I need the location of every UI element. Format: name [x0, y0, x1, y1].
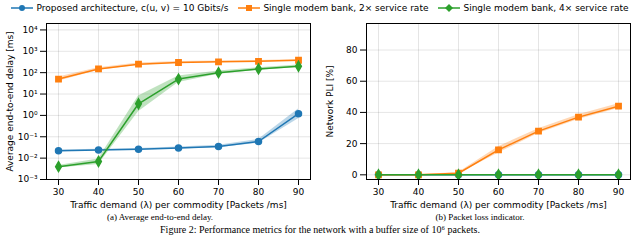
- svg-text:90: 90: [613, 187, 625, 197]
- svg-text:10¹: 10¹: [22, 89, 37, 99]
- svg-text:10³: 10³: [22, 46, 37, 56]
- svg-text:80: 80: [253, 187, 265, 197]
- svg-text:60: 60: [346, 76, 358, 86]
- svg-text:10⁰: 10⁰: [22, 110, 37, 120]
- svg-text:60: 60: [493, 187, 505, 197]
- svg-text:40: 40: [346, 107, 358, 117]
- svg-text:10⁻³: 10⁻³: [18, 174, 38, 184]
- svg-text:80: 80: [346, 45, 358, 55]
- html-text:(b) Packet loss indicator.: (b) Packet loss indicator.: [435, 212, 525, 222]
- svg-text:50: 50: [453, 187, 465, 197]
- html-text:Single modem bank, 2× service: Single modem bank, 2× service rate: [263, 2, 429, 13]
- svg-text:50: 50: [133, 187, 145, 197]
- html-text:Single modem bank, 4× service: Single modem bank, 4× service rate: [463, 2, 629, 13]
- svg-text:Average end-to-end delay [ms]: Average end-to-end delay [ms]: [5, 31, 15, 171]
- svg-text:10⁻²: 10⁻²: [18, 153, 38, 163]
- svg-text:Traffic demand (λ) per commodi: Traffic demand (λ) per commodity [Packet…: [389, 200, 607, 210]
- html-text:Figure 2: Performance metrics: Figure 2: Performance metrics for the ne…: [160, 224, 480, 235]
- svg-text:Network PLI [%]: Network PLI [%]: [325, 66, 335, 138]
- svg-text:0: 0: [352, 170, 358, 180]
- svg-text:30: 30: [373, 187, 385, 197]
- svg-text:10⁻¹: 10⁻¹: [18, 132, 38, 142]
- svg-text:10²: 10²: [22, 68, 37, 78]
- svg-text:80: 80: [573, 187, 585, 197]
- svg-text:70: 70: [533, 187, 545, 197]
- svg-text:60: 60: [173, 187, 185, 197]
- svg-text:40: 40: [93, 187, 105, 197]
- svg-text:Traffic demand (λ) per commodi: Traffic demand (λ) per commodity [Packet…: [69, 200, 287, 210]
- html-text:(a) Average end-to-end delay.: (a) Average end-to-end delay.: [106, 212, 214, 222]
- svg-text:30: 30: [53, 187, 65, 197]
- svg-text:70: 70: [213, 187, 225, 197]
- svg-text:90: 90: [293, 187, 305, 197]
- svg-text:20: 20: [346, 139, 358, 149]
- svg-text:10⁴: 10⁴: [22, 25, 37, 35]
- html-text:Proposed architecture, c(u, v): Proposed architecture, c(u, v) = 10 Gbit…: [36, 2, 229, 13]
- svg-text:40: 40: [413, 187, 425, 197]
